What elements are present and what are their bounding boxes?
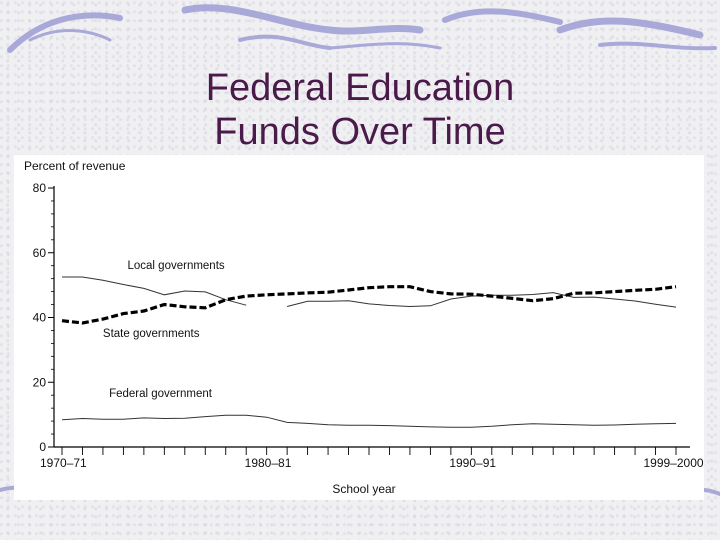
slide-title-line-2: Funds Over Time xyxy=(214,111,506,153)
x-tick-label-1999: 1999–2000 xyxy=(643,456,703,470)
series-line-2 xyxy=(61,414,677,428)
x-tick-label-1990: 1990–91 xyxy=(449,456,496,470)
slide-title: Federal Education Funds Over Time xyxy=(0,66,720,154)
x-tick-label-1970: 1970–71 xyxy=(40,456,87,470)
chart-panel: Percent of revenue School year 0 20 40 60 80… xyxy=(14,155,704,500)
series-annotation-0: Local governments xyxy=(127,260,224,272)
slide-title-line-1: Federal Education xyxy=(205,67,515,109)
y-tick-label-40: 40 xyxy=(33,311,47,325)
x-tick-label-1980: 1980–81 xyxy=(245,456,292,470)
y-tick-label-80: 80 xyxy=(33,181,47,195)
series-annotation-2: Federal government xyxy=(109,388,213,400)
series-annotation-1: State governments xyxy=(103,328,200,340)
y-tick-label-0: 0 xyxy=(39,440,46,454)
y-tick-label-20: 20 xyxy=(33,375,47,389)
x-axis-label: School year xyxy=(332,482,395,496)
y-axis-label: Percent of revenue xyxy=(24,159,126,173)
series-line-1 xyxy=(61,285,677,325)
revenue-chart: Percent of revenue School year 0 20 40 60 80… xyxy=(24,159,704,496)
series-line-0 xyxy=(62,276,677,308)
y-tick-label-60: 60 xyxy=(33,246,47,260)
